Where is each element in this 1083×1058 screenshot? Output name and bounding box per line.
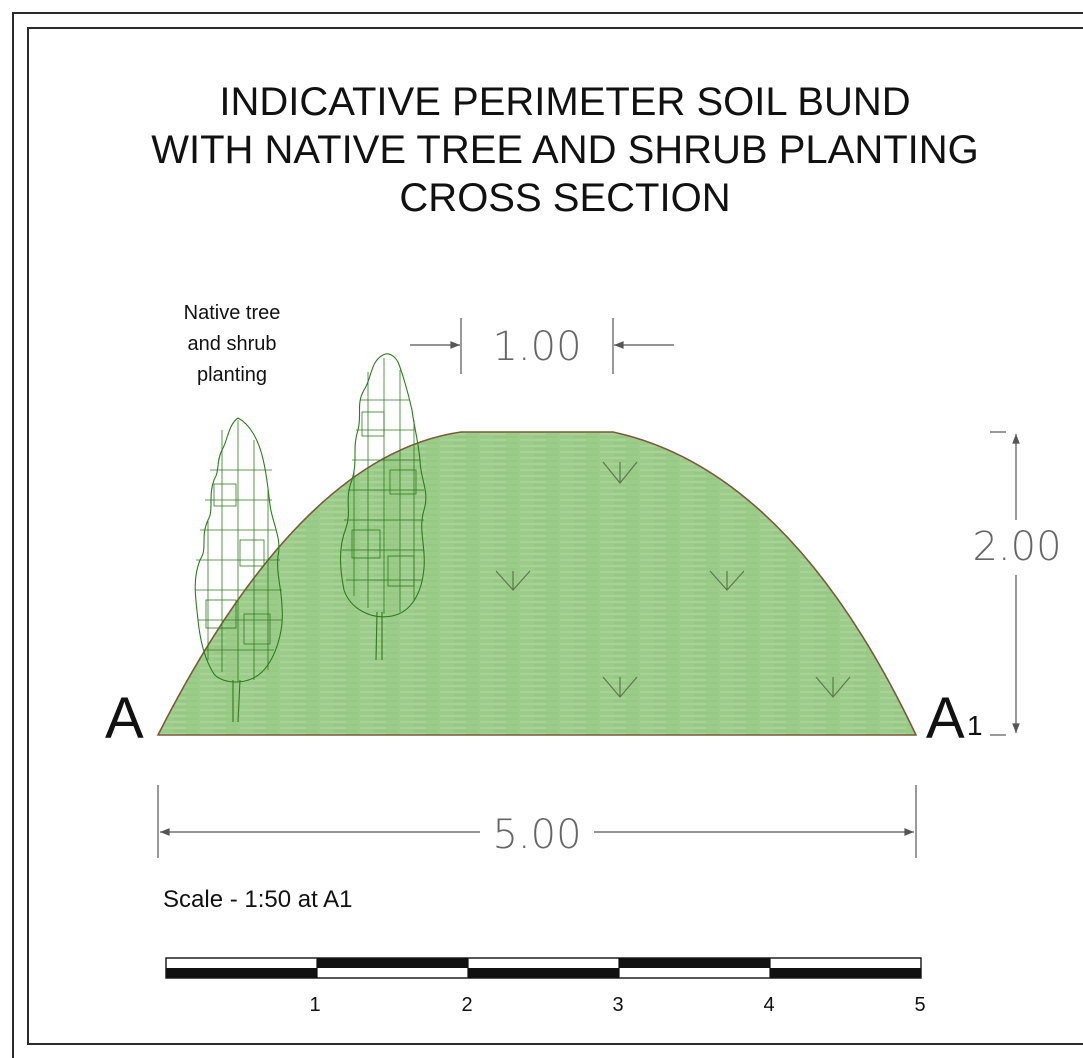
scale-bar-segment	[770, 968, 921, 978]
scale-bar-segment	[468, 968, 619, 978]
planting-label: Native tree and shrub planting	[184, 302, 281, 386]
section-mark-a: A	[105, 686, 144, 751]
height-dimension	[990, 431, 1020, 736]
base-width-value: 5.00	[492, 812, 581, 858]
drawing-border-inner	[27, 27, 1083, 1045]
base-width-dimension	[157, 785, 917, 858]
drawing-border-outer	[12, 12, 1083, 1058]
native-tree-icon	[340, 353, 427, 661]
soil-bund	[156, 431, 918, 736]
scale-bar-segment	[619, 958, 770, 968]
height-value: 2.00	[972, 524, 1061, 570]
section-mark-a1-subscript: 1	[967, 710, 983, 741]
scale-tick-label: 4	[763, 994, 774, 1016]
title-line-3: CROSS SECTION	[399, 176, 731, 220]
planting-label-line-3: planting	[197, 364, 267, 386]
scale-tick-labels: 1 2 3 4 5	[309, 994, 925, 1016]
scale-bar-segment	[166, 968, 317, 978]
top-width-value: 1.00	[492, 324, 581, 370]
scale-tick-label: 1	[309, 994, 320, 1016]
planting-label-line-2: and shrub	[188, 333, 277, 355]
scale-text: Scale - 1:50 at A1	[163, 886, 352, 913]
scale-bar-segment	[317, 958, 468, 968]
native-tree-icon	[194, 417, 283, 723]
earth-fill-symbols	[495, 461, 851, 698]
scale-bar	[165, 957, 922, 979]
title-line-2: WITH NATIVE TREE AND SHRUB PLANTING	[151, 128, 979, 172]
scale-tick-label: 5	[914, 994, 925, 1016]
planting-label-line-1: Native tree	[184, 302, 281, 324]
title-line-1: INDICATIVE PERIMETER SOIL BUND	[219, 80, 911, 124]
drawing-title: INDICATIVE PERIMETER SOIL BUND WITH NATI…	[100, 78, 1030, 222]
scale-tick-label: 3	[612, 994, 623, 1016]
top-width-dimension	[410, 318, 674, 374]
scale-tick-label: 2	[461, 994, 472, 1016]
section-mark-a1: A	[926, 686, 965, 751]
